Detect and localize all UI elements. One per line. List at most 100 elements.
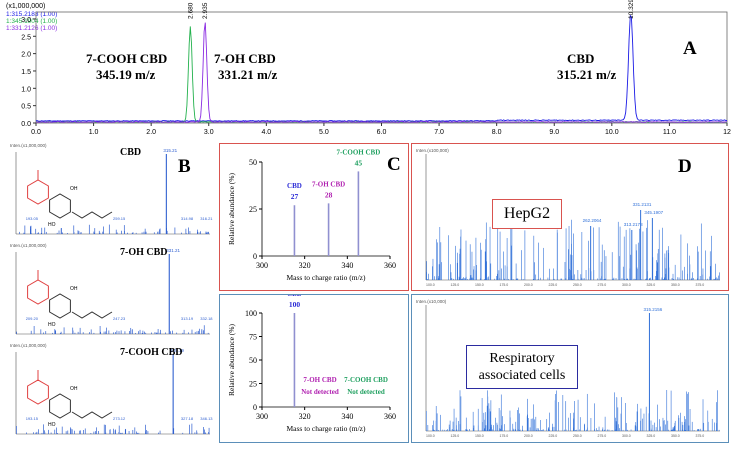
y-tick-label: 1.0 (21, 86, 31, 93)
x-tick-label: 350.0 (671, 283, 680, 287)
minor-peak-label: 209.20 (26, 316, 39, 321)
legend-entry: 1:315.2183 (1.00) (6, 11, 57, 18)
x-tick-label: 340 (341, 412, 353, 421)
x-tick-label: 300 (256, 412, 268, 421)
molecule-ring (49, 393, 71, 419)
panel-letter-a: A (683, 38, 697, 59)
peak-label: 331.2131 (633, 202, 652, 207)
spectrum-header: Inten.(x1,000,000) (10, 143, 47, 148)
x-tick-label: 300 (256, 261, 268, 270)
panel-d-top-spectrum: D Inten.(x100,000) 331.2131 345.1907 313.21… (416, 148, 720, 287)
chromatogram-traces (35, 14, 728, 123)
panel-letter-d: D (678, 156, 692, 177)
panel-letter-c: C (387, 154, 401, 175)
minor-peak-label: 273.12 (113, 416, 126, 421)
x-tick-label: 100.0 (426, 434, 435, 438)
molecule-ring (27, 179, 49, 205)
x-tick-label: 8.0 (492, 129, 502, 136)
x-tick-label: 275.0 (598, 283, 607, 287)
x-tick-label: 360 (384, 412, 396, 421)
molecule-atom: OH (70, 286, 78, 292)
series-line (35, 22, 727, 123)
not-detected-note: Not detected (347, 388, 385, 396)
x-axis-label: Mass to charge ratio (m/z) (286, 424, 366, 433)
x-tick-label: 11.0 (663, 129, 676, 136)
peak-label: 2.680 (187, 2, 194, 19)
panel-b: Inten.(x1,000,000) 315.21 193.05 259.15 314.… (8, 142, 216, 442)
minor-peak-label: 313.19 (181, 316, 194, 321)
minor-peak-label: 346.13 (200, 416, 213, 421)
main-peak-label: 345.19 (170, 348, 184, 353)
main-peak-label: 331.21 (166, 248, 180, 253)
annotation-7oh-mz: 331.21 m/z (218, 67, 277, 82)
x-tick-label: 375.0 (696, 283, 705, 287)
annotation-cbd-name: CBD (567, 51, 594, 66)
hepg2-label: HepG2 (503, 205, 551, 222)
molecule-ring (49, 293, 71, 319)
respiratory-label-line2: associated cells (478, 368, 566, 383)
x-tick-label: 375.0 (696, 434, 705, 438)
x-tick-label: 9.0 (549, 129, 559, 136)
x-tick-label: 6.0 (377, 129, 387, 136)
x-tick-label: 12 (723, 129, 731, 136)
x-tick-label: 125.0 (451, 434, 460, 438)
x-tick-label: 350.0 (671, 434, 680, 438)
molecule-atom: HO (48, 222, 56, 228)
chromatogram-legend: 1:315.2183 (1.00)1:345.1904 (1.00)1:331.… (6, 11, 57, 32)
spectrum-title: 7-OH CBD (120, 247, 168, 258)
x-tick-label: 5.0 (319, 129, 329, 136)
spectrum-header: Inten.(x10,000) (416, 299, 447, 304)
minor-peak-label: 259.15 (113, 216, 126, 221)
minor-peak-label: 193.05 (26, 216, 39, 221)
x-tick-label: 2.0 (146, 129, 156, 136)
spectrum-title: CBD (120, 147, 141, 158)
main-peak-label: 315.2156 (643, 307, 662, 312)
minor-peak-label: 332.18 (200, 316, 213, 321)
panel-d-bottom-spectrum: Inten.(x10,000) 315.2156 100.0 125.0 150.0 17… (416, 299, 720, 438)
molecule-chain (71, 211, 113, 219)
bar-label: 7-COOH CBD (337, 148, 381, 156)
minor-peak-label: 314.98 (181, 216, 194, 221)
bar-label: 7-OH CBD (312, 180, 345, 188)
spectrum-title: 7-COOH CBD (120, 347, 183, 358)
y-tick-label: 25 (249, 380, 257, 389)
molecule-atom: OH (70, 386, 78, 392)
y-tick-label: 25 (249, 205, 257, 214)
bar-label: CBD (287, 295, 302, 298)
x-tick-label: 320 (299, 412, 311, 421)
x-tick-label: 125.0 (451, 283, 460, 287)
bar-value: 28 (325, 190, 333, 199)
peak-label: 313.2178 (624, 222, 643, 227)
y-tick-label: 0.0 (21, 121, 31, 128)
molecule-chain (71, 311, 113, 319)
y-axis-label: Relative abundance (%) (227, 323, 236, 396)
x-tick-label: 150.0 (475, 434, 484, 438)
annotation-7cooh-name: 7-COOH CBD (86, 51, 167, 66)
y-multiplier: (x1,000,000) (6, 3, 45, 10)
x-tick-label: 325.0 (647, 434, 656, 438)
minor-peak-label: 193.15 (26, 416, 39, 421)
y-tick-label: 0.5 (21, 104, 31, 111)
minor-peak-label: 327.18 (181, 416, 194, 421)
peak-label: 345.1907 (644, 210, 663, 215)
x-tick-label: 150.0 (475, 283, 484, 287)
peak-label: 262.2064 (583, 218, 602, 223)
bar-label: CBD (287, 182, 302, 190)
x-tick-label: 7.0 (434, 129, 444, 136)
bar-value: 27 (291, 192, 299, 201)
spectrum-header: Inten.(x1,000,000) (10, 343, 47, 348)
x-axis-label: Mass to charge ratio (m/z) (286, 273, 366, 282)
x-tick-label: 200.0 (524, 434, 533, 438)
x-tick-label: 3.0 (204, 129, 214, 136)
legend-entry: 1:345.1904 (1.00) (6, 18, 57, 25)
x-tick-label: 175.0 (500, 434, 509, 438)
y-tick-label: 3.0 (21, 17, 31, 24)
x-tick-label: 200.0 (524, 283, 533, 287)
bar-value: 100 (289, 300, 301, 309)
molecule-atom: OH (70, 186, 78, 192)
respiratory-label-line1: Respiratory (489, 351, 555, 366)
y-tick-label: 50 (249, 356, 257, 365)
peak-labels: 2.680 2.935 10.329 (187, 0, 634, 19)
x-tick-label: 1.0 (89, 129, 99, 136)
x-tick-label: 300.0 (622, 434, 631, 438)
